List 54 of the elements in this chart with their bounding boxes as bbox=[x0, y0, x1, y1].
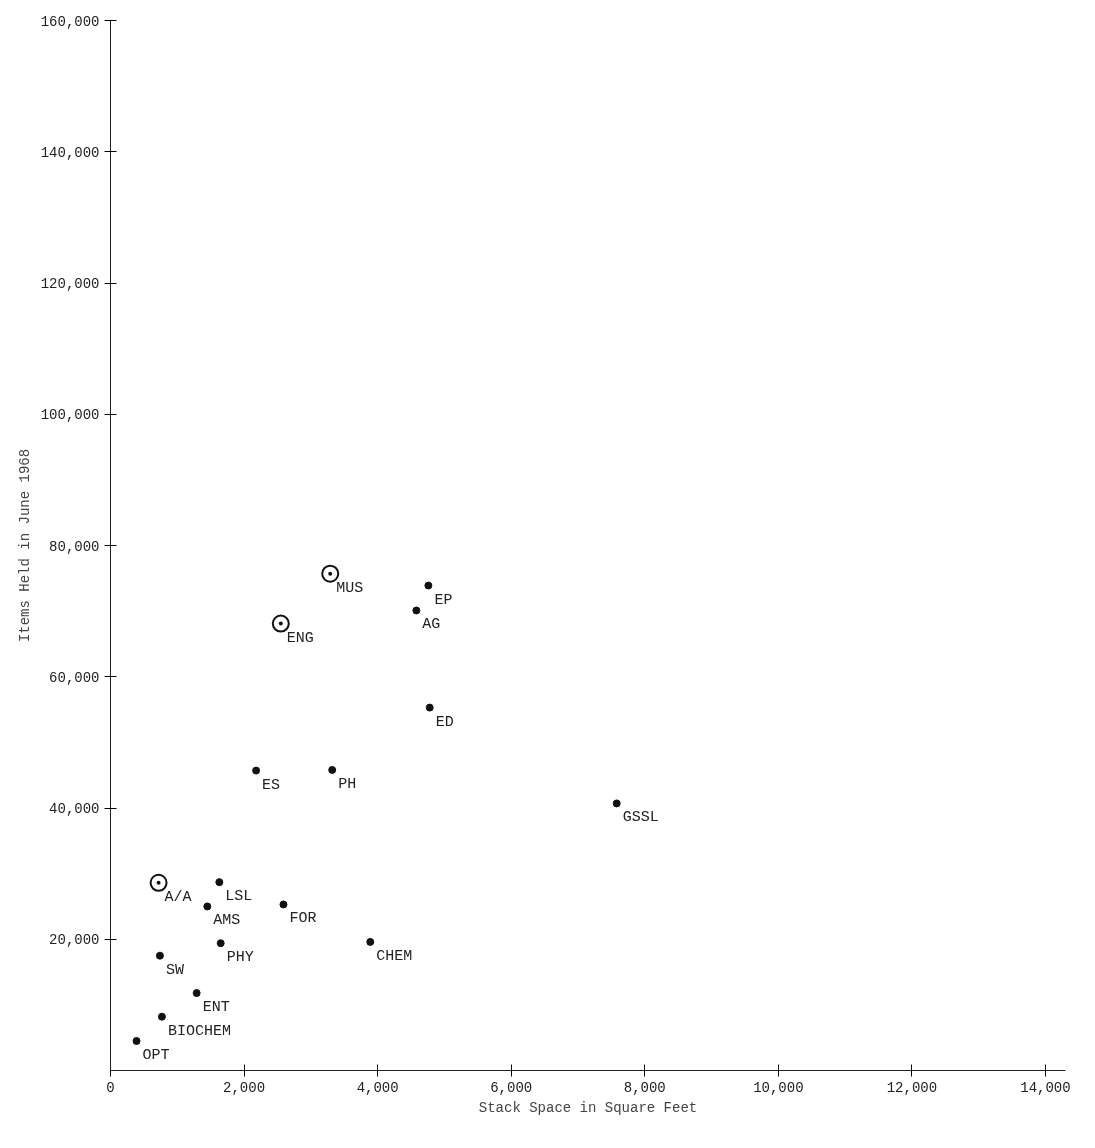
point bbox=[192, 989, 201, 998]
point bbox=[252, 766, 261, 775]
y-axis-title: Items Held in June 1968 bbox=[16, 448, 33, 643]
point bbox=[425, 703, 434, 712]
x-tick-label: 10,000 bbox=[753, 1079, 804, 1096]
point bbox=[366, 937, 375, 946]
x-tick-label: 6,000 bbox=[490, 1079, 533, 1096]
annotation: FOR bbox=[289, 910, 317, 928]
x-tick-label: 0 bbox=[106, 1079, 115, 1096]
annotation: AMS bbox=[213, 912, 241, 930]
point bbox=[215, 878, 224, 887]
point bbox=[155, 951, 164, 960]
annotation: BIOCHEM bbox=[167, 1022, 231, 1040]
annotation: ENG bbox=[286, 629, 314, 647]
y-tick-label: 140,000 bbox=[40, 144, 100, 161]
x-tick-label: 8,000 bbox=[623, 1079, 666, 1096]
annotation: AG bbox=[422, 616, 441, 634]
y-tick-label: 60,000 bbox=[49, 669, 100, 686]
x-tick-label: 12,000 bbox=[886, 1079, 938, 1096]
annotation: ENT bbox=[202, 999, 230, 1017]
annotation: EP bbox=[434, 591, 453, 609]
y-tick-label: 160,000 bbox=[40, 13, 100, 30]
annotation: ED bbox=[435, 713, 454, 731]
annotation: A/A bbox=[164, 888, 192, 906]
point bbox=[279, 900, 288, 909]
point bbox=[157, 1012, 166, 1021]
point bbox=[612, 799, 621, 808]
annotation: MUS bbox=[336, 579, 364, 597]
y-tick-label: 20,000 bbox=[49, 932, 100, 949]
point bbox=[424, 581, 433, 590]
y-tick-label: 100,000 bbox=[40, 407, 100, 424]
point bbox=[328, 765, 337, 774]
annotation: LSL bbox=[225, 888, 253, 906]
y-tick-label: 40,000 bbox=[49, 801, 100, 817]
x-tick-label: 4,000 bbox=[356, 1079, 399, 1096]
x-tick-label: 14,000 bbox=[1020, 1079, 1071, 1096]
point bbox=[271, 614, 290, 633]
annotation: GSSL bbox=[622, 809, 659, 827]
x-tick-label: 2,000 bbox=[223, 1079, 266, 1096]
y-tick-label: 80,000 bbox=[49, 538, 100, 555]
y-tick-label: 120,000 bbox=[40, 276, 100, 292]
point bbox=[321, 564, 340, 583]
annotation: PHY bbox=[226, 949, 254, 967]
point bbox=[216, 939, 225, 948]
point bbox=[203, 902, 212, 911]
x-axis-title: Stack Space in Square Feet bbox=[478, 1099, 698, 1116]
annotation: CHEM bbox=[376, 947, 413, 965]
annotation: ES bbox=[262, 776, 281, 794]
point bbox=[149, 873, 168, 892]
point bbox=[412, 606, 421, 615]
annotation: SW bbox=[165, 961, 184, 979]
annotation: PH bbox=[338, 775, 357, 793]
annotation: OPT bbox=[142, 1046, 170, 1064]
point bbox=[132, 1036, 141, 1045]
